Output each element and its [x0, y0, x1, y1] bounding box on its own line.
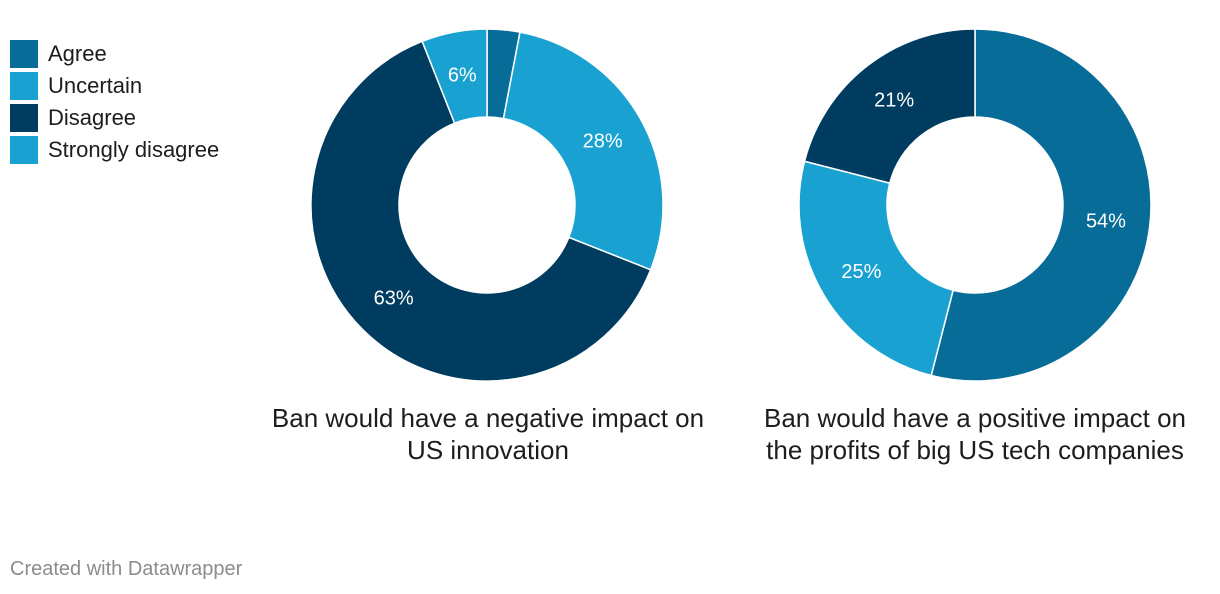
- legend-label-uncertain: Uncertain: [48, 73, 143, 98]
- data-label-disagree: 63%: [374, 287, 414, 309]
- slice-uncertain: [798, 160, 955, 377]
- slice-agree: [930, 28, 1152, 382]
- legend-swatch-agree: [10, 40, 38, 68]
- legend-item-strongly-disagree: Strongly disagree: [10, 134, 219, 166]
- slice-uncertain: [502, 31, 664, 271]
- slice-disagree: [310, 40, 652, 382]
- legend-label-agree: Agree: [48, 41, 107, 66]
- legend-swatch-disagree: [10, 104, 38, 132]
- legend-swatch-strongly-disagree: [10, 136, 38, 164]
- legend-label-strongly-disagree: Strongly disagree: [48, 137, 220, 162]
- slice-disagree: [803, 28, 976, 185]
- legend-label-disagree: Disagree: [48, 105, 137, 130]
- data-label-disagree: 21%: [874, 90, 914, 112]
- legend-item-agree: Agree: [10, 38, 219, 70]
- credit-text: Created with Datawrapper: [10, 558, 243, 580]
- data-label-strongly-disagree: 6%: [448, 64, 477, 86]
- slice-strongly-disagree: [421, 28, 488, 125]
- data-label-agree: 54%: [1086, 211, 1126, 233]
- donut-chart-profits: 54% 25% 21%: [798, 28, 1152, 382]
- data-label-uncertain: 25%: [841, 261, 881, 283]
- legend-item-uncertain: Uncertain: [10, 70, 219, 102]
- legend-swatch-uncertain: [10, 72, 38, 100]
- legend-item-disagree: Disagree: [10, 102, 219, 134]
- chart-title-innovation: Ban would have a negative impact on US i…: [271, 403, 705, 465]
- legend: Agree Uncertain Disagree Strongly disagr…: [10, 38, 219, 166]
- donut-chart-innovation: 28% 63% 6%: [310, 28, 664, 382]
- data-label-uncertain: 28%: [583, 130, 623, 152]
- chart-title-profits: Ban would have a positive impact on the …: [763, 403, 1187, 465]
